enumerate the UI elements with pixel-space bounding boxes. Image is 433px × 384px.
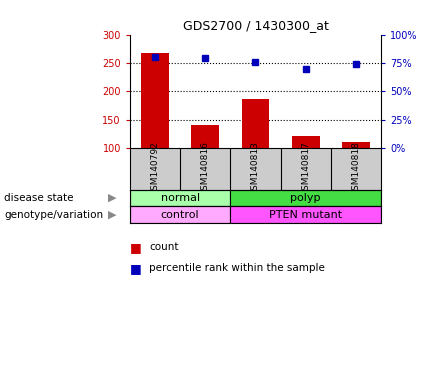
Bar	[242, 99, 269, 148]
Bar	[141, 53, 169, 148]
Text: GSM140816: GSM140816	[201, 142, 210, 196]
Text: GSM140792: GSM140792	[151, 142, 159, 196]
Text: percentile rank within the sample: percentile rank within the sample	[149, 263, 325, 273]
Text: disease state: disease state	[4, 193, 74, 203]
Text: polyp: polyp	[291, 193, 321, 203]
Text: control: control	[161, 210, 200, 220]
Text: ■: ■	[130, 262, 142, 275]
Bar	[342, 142, 370, 148]
Text: count: count	[149, 242, 179, 252]
Bar	[130, 190, 230, 206]
Text: GSM140813: GSM140813	[251, 142, 260, 196]
Bar	[130, 206, 230, 223]
Text: ■: ■	[130, 241, 142, 254]
Text: GSM140818: GSM140818	[352, 142, 360, 196]
Bar	[292, 136, 320, 148]
Text: ▶: ▶	[108, 193, 117, 203]
Text: normal: normal	[161, 193, 200, 203]
Bar	[230, 190, 381, 206]
Text: PTEN mutant: PTEN mutant	[269, 210, 342, 220]
Text: genotype/variation: genotype/variation	[4, 210, 103, 220]
Bar	[191, 125, 219, 148]
Bar	[230, 206, 381, 223]
Title: GDS2700 / 1430300_at: GDS2700 / 1430300_at	[183, 19, 328, 32]
Text: ▶: ▶	[108, 210, 117, 220]
Text: GSM140817: GSM140817	[301, 142, 310, 196]
